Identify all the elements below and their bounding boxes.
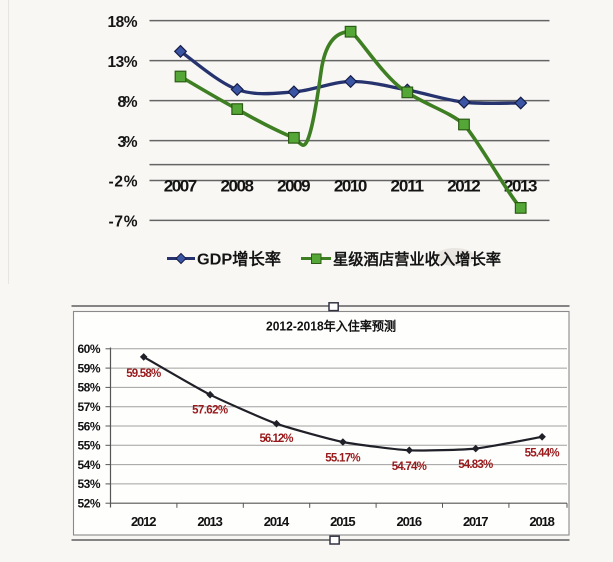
svg-text:2011: 2011 <box>391 177 425 196</box>
svg-text:-2%: -2% <box>109 173 138 190</box>
svg-text:2016: 2016 <box>397 514 423 529</box>
svg-text:2017: 2017 <box>463 514 489 529</box>
svg-text:56.12%: 56.12% <box>260 433 294 445</box>
svg-text:54.83%: 54.83% <box>458 459 493 471</box>
svg-text:2013: 2013 <box>504 177 538 196</box>
svg-text:60%: 60% <box>78 342 101 356</box>
svg-text:2012-2018年入住率预测: 2012-2018年入住率预测 <box>266 319 396 334</box>
svg-text:2008: 2008 <box>220 177 254 196</box>
svg-text:13%: 13% <box>108 54 138 71</box>
svg-text:GDP增长率: GDP增长率 <box>197 250 281 269</box>
svg-text:52%: 52% <box>78 497 101 511</box>
svg-text:2009: 2009 <box>277 177 311 196</box>
svg-text:3%: 3% <box>118 134 138 151</box>
svg-text:54%: 54% <box>78 458 101 472</box>
svg-text:55.44%: 55.44% <box>525 447 560 459</box>
svg-text:8%: 8% <box>118 94 138 111</box>
svg-text:56%: 56% <box>78 419 101 433</box>
svg-text:59.58%: 59.58% <box>126 368 161 380</box>
svg-text:18%: 18% <box>108 14 138 31</box>
svg-text:57.62%: 57.62% <box>192 405 228 417</box>
svg-text:55%: 55% <box>78 439 101 453</box>
svg-text:2012: 2012 <box>447 177 481 196</box>
svg-text:2013: 2013 <box>197 514 223 529</box>
svg-text:2010: 2010 <box>334 177 368 196</box>
svg-text:55.17%: 55.17% <box>325 453 360 465</box>
svg-text:2007: 2007 <box>164 177 198 196</box>
svg-text:54.74%: 54.74% <box>392 461 427 473</box>
svg-text:2015: 2015 <box>330 514 356 529</box>
svg-text:53%: 53% <box>78 477 101 491</box>
svg-text:星级酒店营业收入增长率: 星级酒店营业收入增长率 <box>333 250 501 269</box>
svg-text:58%: 58% <box>78 381 101 395</box>
svg-text:57%: 57% <box>78 400 101 414</box>
svg-text:2014: 2014 <box>264 514 290 529</box>
svg-text:59%: 59% <box>78 361 101 375</box>
svg-text:-7%: -7% <box>109 213 138 230</box>
svg-text:2018: 2018 <box>529 514 555 529</box>
svg-text:2012: 2012 <box>131 514 157 529</box>
